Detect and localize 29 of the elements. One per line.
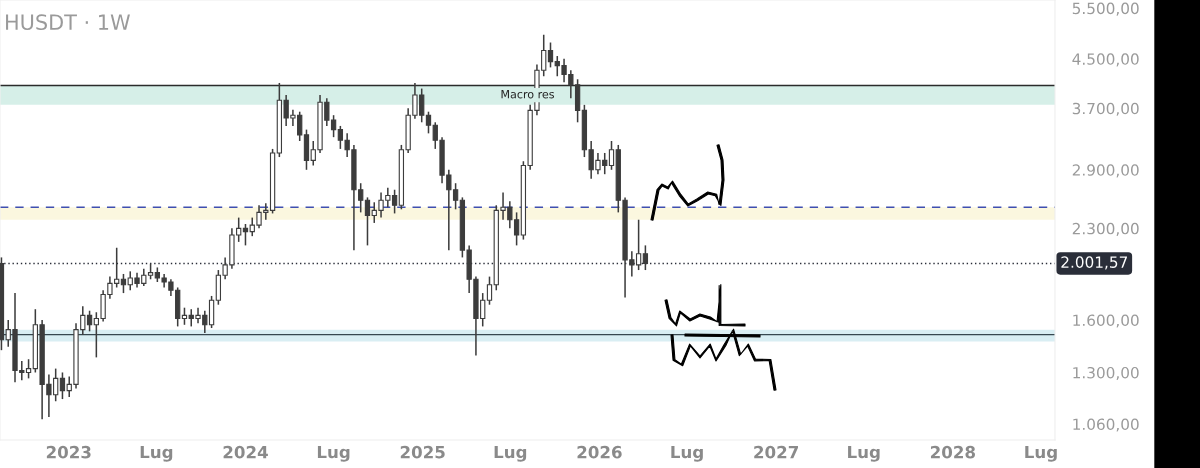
x-tick-label: 2026 (577, 445, 622, 459)
x-tick-label: 2028 (930, 445, 975, 459)
x-tick-label: Lug (671, 445, 703, 462)
y-tick-label: 2.900,00 (1072, 164, 1139, 178)
y-tick-label: 1.600,00 (1073, 314, 1139, 328)
y-tick-label: 5.500,00 (1072, 2, 1139, 16)
candlestick (608, 140, 615, 171)
text: HUSDT · 1W (6, 14, 130, 31)
y-tick-label: 2.300,00 (1072, 222, 1139, 236)
y-tick-label: 1.060,00 (1073, 418, 1139, 432)
x-tick-label: Lug (140, 445, 173, 462)
x-tick-label: Lug (317, 445, 350, 462)
band-label: Macro res (501, 90, 555, 99)
x-tick-label: 2025 (400, 445, 445, 459)
candlestick (425, 110, 432, 135)
candlestick (486, 275, 493, 306)
candlestick (547, 41, 554, 69)
y-tick-label: 1.300,00 (1073, 366, 1139, 381)
x-tick-label: Lug (494, 445, 527, 462)
candlestick (642, 244, 649, 271)
x-tick-label: Lug (1025, 445, 1057, 462)
candlestick (364, 196, 371, 247)
x-tick-label: 2027 (754, 445, 798, 459)
x-tick-label: 2024 (223, 445, 268, 459)
y-tick-label: 3.700,00 (1072, 102, 1139, 116)
ref-line-label: 2.001,57 (1061, 256, 1127, 270)
x-tick-label: 2023 (46, 445, 91, 459)
y-tick-label: 4.500,00 (1072, 53, 1139, 67)
x-tick-label: Lug (848, 445, 880, 462)
